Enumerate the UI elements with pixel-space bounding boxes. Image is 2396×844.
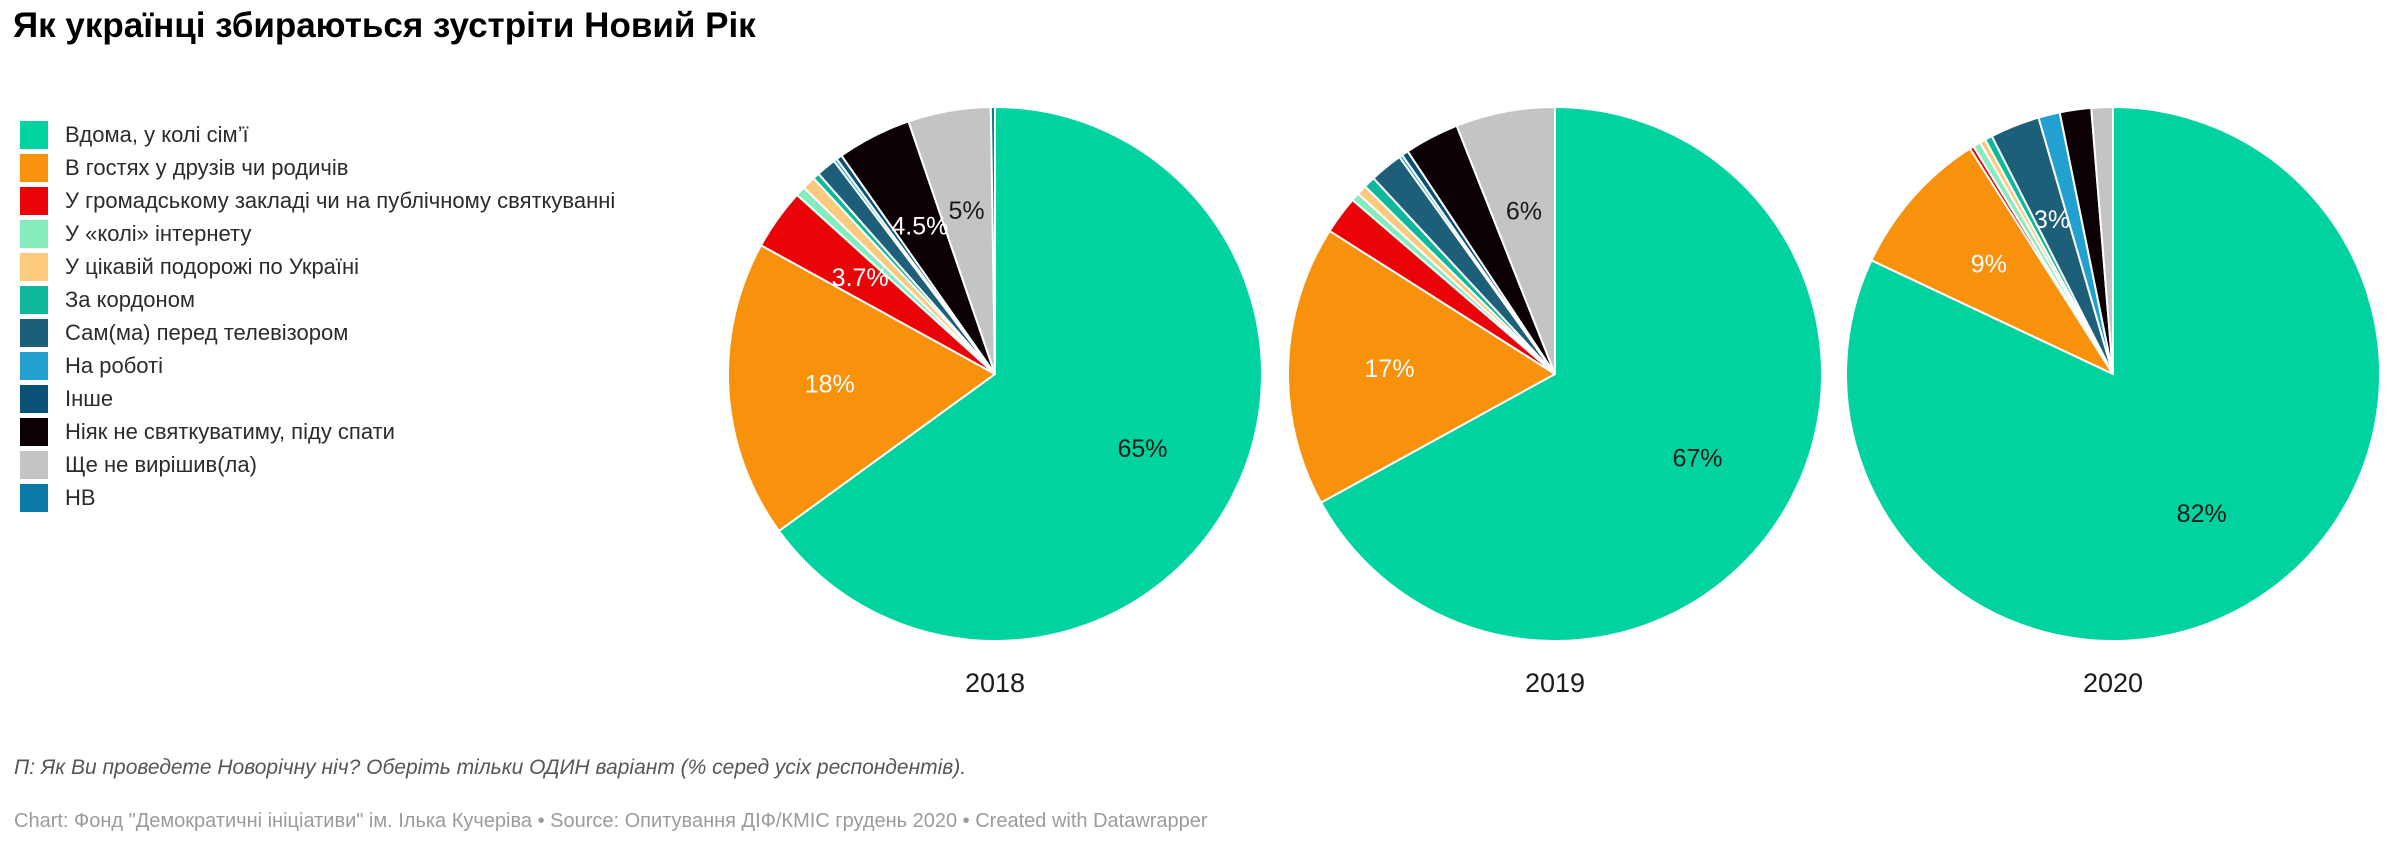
legend-swatch: [20, 352, 48, 380]
legend-item: В гостях у друзів чи родичів: [20, 154, 615, 182]
pie-slice[interactable]: [2090, 106, 2114, 375]
legend-label: НВ: [65, 485, 96, 510]
legend-swatch: [20, 220, 48, 248]
legend-item: Ще не вирішив(ла): [20, 451, 615, 479]
pie-slice-value-label: 3%: [2034, 206, 2070, 234]
year-label: 2018: [964, 668, 1026, 698]
credit-line: Chart: Фонд "Демократичні ініціативи" ім…: [14, 810, 1208, 832]
pie-slice-value-label: 67%: [1672, 444, 1722, 472]
year-label: 2019: [1524, 668, 1586, 698]
pie-chart-2018: 65% 18% 3.7%4.5%5%: [727, 105, 1263, 642]
legend-label: За кордоном: [65, 287, 196, 312]
legend: Вдома, у колі сім’ї В гостях у друзів чи …: [20, 121, 615, 517]
legend-label: Ніяк не святкуватиму, піду спати: [65, 419, 395, 444]
pie-slice-value-label: 9%: [1971, 251, 2007, 279]
legend-item: У «колі» інтернету: [20, 220, 615, 248]
footnote: П: Як Ви проведете Новорічну ніч? Оберіт…: [14, 756, 967, 779]
legend-label: Ще не вирішив(ла): [65, 452, 257, 477]
legend-item: Інше: [20, 385, 615, 413]
pie-chart-2019: 67% 17% 6%: [1287, 106, 1823, 642]
legend-item: На роботі: [20, 352, 615, 380]
legend-swatch: [20, 484, 48, 512]
pie-slice[interactable]: [989, 105, 996, 375]
legend-label: На роботі: [65, 353, 164, 378]
pie-slice-value-label: 4.5%: [891, 213, 948, 241]
legend-label: У «колі» інтернету: [65, 221, 252, 246]
legend-item: Сам(ма) перед телевізором: [20, 319, 615, 347]
legend-item: НВ: [20, 484, 615, 512]
legend-swatch: [20, 286, 48, 314]
legend-swatch: [20, 451, 48, 479]
legend-swatch: [20, 418, 48, 446]
legend-item: Вдома, у колі сім’ї: [20, 121, 615, 149]
legend-item: У громадському закладі чи на публічному …: [20, 187, 615, 215]
legend-swatch: [20, 385, 48, 413]
legend-label: У громадському закладі чи на публічному …: [65, 188, 616, 213]
legend-label: В гостях у друзів чи родичів: [65, 155, 349, 180]
pie-slice[interactable]: [777, 106, 1263, 642]
year-label: 2020: [2082, 668, 2144, 698]
pie-slice[interactable]: [1320, 106, 1823, 642]
pie-slice[interactable]: [1870, 147, 2114, 375]
legend-swatch: [20, 319, 48, 347]
legend-swatch: [20, 187, 48, 215]
legend-item: За кордоном: [20, 286, 615, 314]
pie-slice[interactable]: [1287, 229, 1556, 504]
legend-swatch: [20, 121, 48, 149]
pie-slice-value-label: 5%: [948, 197, 984, 225]
legend-label: Вдома, у колі сім’ї: [65, 122, 249, 147]
pie-slice-value-label: 17%: [1365, 355, 1415, 383]
chart-title: Як українці збираються зустріти Новий Рі…: [13, 6, 756, 45]
pie-slice-value-label: 82%: [2177, 500, 2227, 528]
pie-slice-value-label: 65%: [1117, 435, 1167, 463]
pie-chart-2020: 82% 9% 3%: [1845, 106, 2381, 642]
legend-label: Інше: [65, 386, 114, 411]
pie-slice-value-label: 6%: [1506, 197, 1542, 225]
pie-slice[interactable]: [727, 244, 996, 532]
legend-label: Сам(ма) перед телевізором: [65, 320, 349, 345]
pie-slice-value-label: 3.7%: [832, 264, 889, 292]
legend-swatch: [20, 154, 48, 182]
pie-slice[interactable]: [1455, 106, 1556, 375]
legend-item: Ніяк не святкуватиму, піду спати: [20, 418, 615, 446]
legend-item: У цікавій подорожі по Україні: [20, 253, 615, 281]
pie-slice-value-label: 18%: [805, 370, 855, 398]
legend-swatch: [20, 253, 48, 281]
legend-label: У цікавій подорожі по Україні: [65, 254, 360, 279]
